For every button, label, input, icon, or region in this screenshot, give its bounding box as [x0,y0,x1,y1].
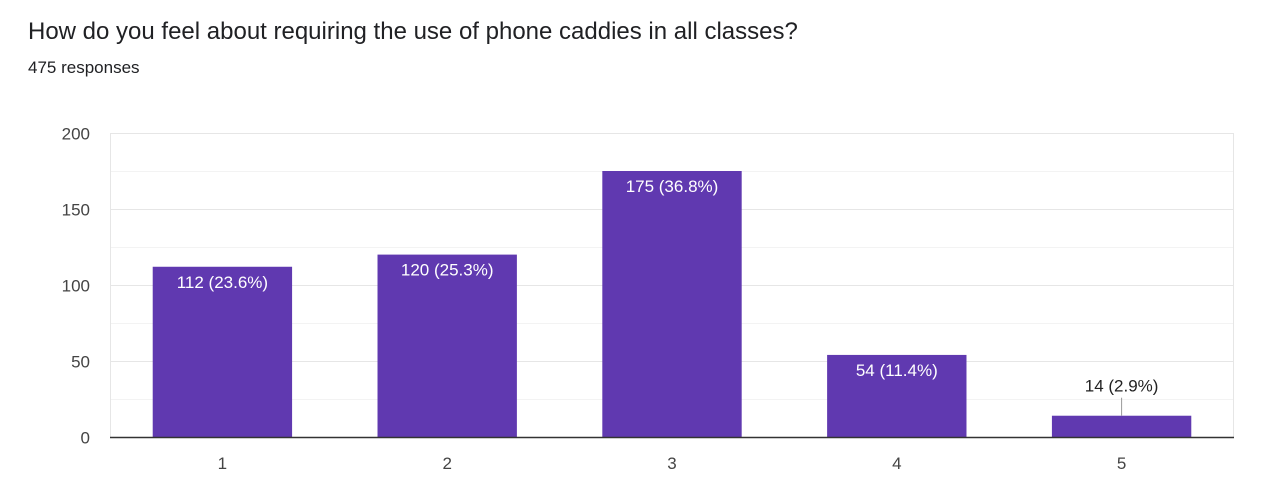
bar [827,354,967,437]
bar [1051,415,1192,437]
data-label: 175 (36.8%) [626,177,719,196]
x-tick-label: 4 [892,454,901,473]
x-tick-label: 5 [1117,454,1126,473]
y-tick-label: 50 [71,353,90,372]
data-label: 120 (25.3%) [401,261,494,280]
y-tick-label: 200 [62,125,90,144]
data-label: 54 (11.4%) [856,361,938,380]
bar [152,266,293,437]
y-tick-label: 100 [62,277,90,296]
bar [602,171,742,437]
y-tick-label: 150 [62,201,90,220]
data-label: 14 (2.9%) [1085,377,1159,396]
y-tick-label: 0 [81,429,90,448]
bar [377,254,517,437]
data-label: 112 (23.6%) [177,273,268,292]
x-tick-label: 1 [218,454,227,473]
response-count: 475 responses [28,58,140,77]
question-title: How do you feel about requiring the use … [28,18,798,45]
x-tick-label: 3 [667,454,676,473]
x-tick-label: 2 [442,454,451,473]
